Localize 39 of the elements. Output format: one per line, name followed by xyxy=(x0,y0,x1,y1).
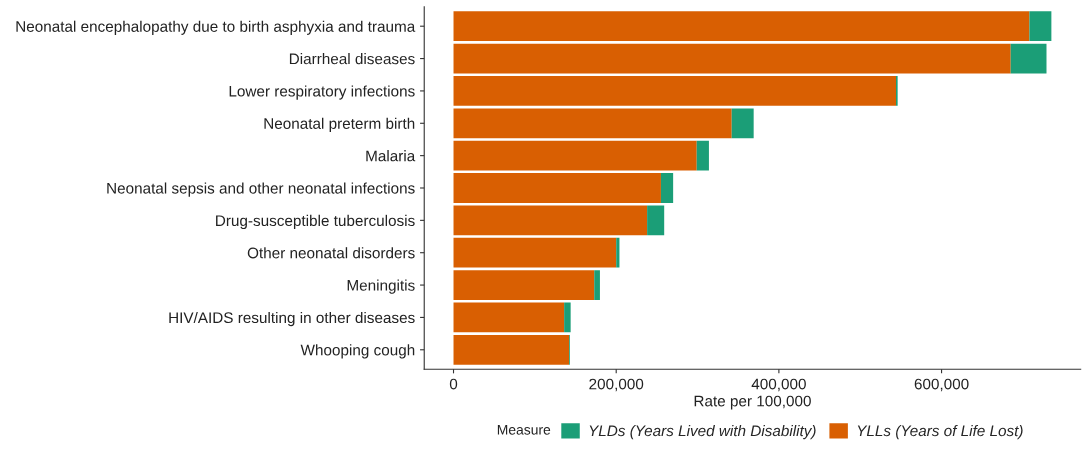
bar xyxy=(453,108,732,139)
y-tick-label: Drug-susceptible tuberculosis xyxy=(216,214,415,230)
y-tick-label: Neonatal encephalopathy due to birth asphyxia and trauma xyxy=(16,20,416,35)
x-axis-title: Rate per 100,000 xyxy=(694,395,811,410)
bar xyxy=(453,140,697,171)
y-tick-label: Meningitis xyxy=(347,279,415,294)
y-tick-label: Diarrheal diseases xyxy=(289,53,415,65)
bar xyxy=(453,237,617,268)
bar xyxy=(453,302,565,333)
bar xyxy=(660,173,674,203)
legend-label: YLLs (Years of Life Lost) xyxy=(857,424,1023,440)
bar xyxy=(594,270,600,300)
bar xyxy=(647,205,665,236)
y-tick-label: Other neonatal disorders xyxy=(247,247,415,259)
x-tick-label: 600,000 xyxy=(914,378,969,392)
bar xyxy=(616,237,620,268)
bar xyxy=(453,270,595,300)
bar xyxy=(453,205,648,236)
bar xyxy=(453,173,661,203)
x-tick-label: 0 xyxy=(449,378,458,390)
x-tick-label: 200,000 xyxy=(589,378,644,392)
bar xyxy=(453,334,570,365)
bar xyxy=(1010,43,1047,74)
bar xyxy=(564,302,571,333)
x-tick-label: 400,000 xyxy=(751,378,806,392)
y-tick-label: HIV/AIDS resulting in other diseases xyxy=(169,311,415,327)
bar xyxy=(453,76,897,106)
y-tick-label: Neonatal sepsis and other neonatal infections xyxy=(107,182,415,197)
bar xyxy=(453,43,1011,74)
legend-title: Measure xyxy=(497,424,551,435)
y-tick-label: Lower respiratory infections xyxy=(229,85,415,100)
y-tick-label: Malaria xyxy=(366,150,416,162)
bar xyxy=(731,108,754,139)
bar xyxy=(696,140,709,171)
y-tick-label: Neonatal preterm birth xyxy=(264,117,415,132)
legend-label: YLDs (Years Lived with Disability) xyxy=(589,424,816,440)
y-tick-label: Whooping cough xyxy=(300,344,415,359)
bar xyxy=(1029,11,1052,42)
bar xyxy=(453,11,1030,42)
